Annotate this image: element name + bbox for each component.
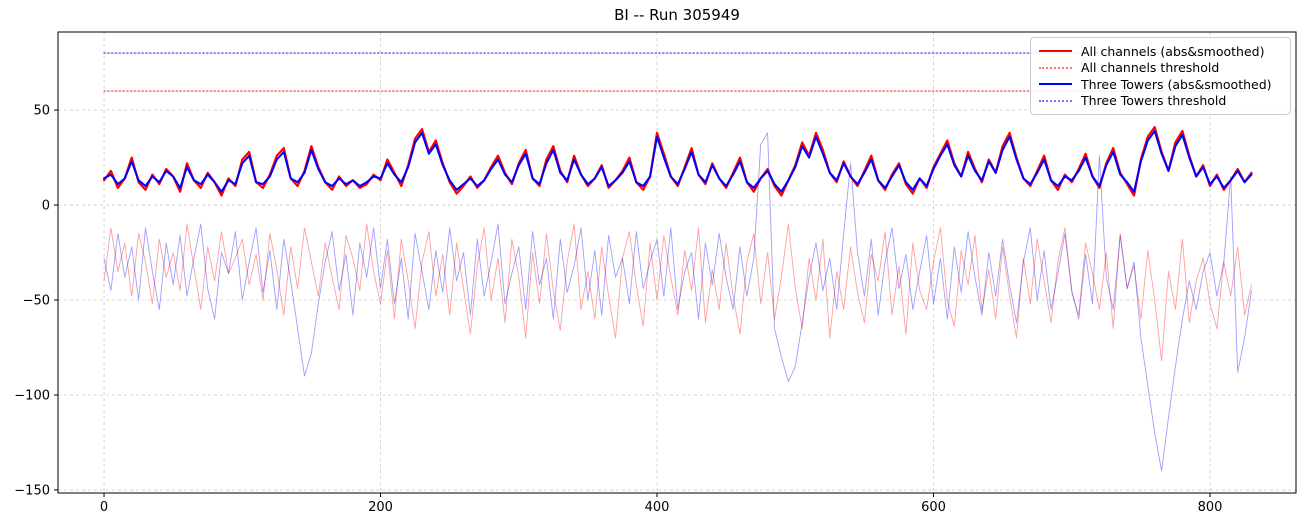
legend-line-sample-solid-blue bbox=[1039, 83, 1072, 86]
x-tick-label: 0 bbox=[100, 500, 108, 515]
legend-label: All channels (abs&smoothed) bbox=[1081, 43, 1265, 59]
series-three-towers-abs-smoothed- bbox=[103, 130, 1253, 193]
legend-label: Three Towers threshold bbox=[1081, 93, 1227, 109]
series-all-channels-abs-smoothed- bbox=[102, 126, 1253, 197]
legend-item-all-channels: All channels (abs&smoothed) bbox=[1039, 43, 1282, 60]
series-unlabeled-raw-three-towers bbox=[103, 132, 1252, 472]
legend-line-sample-dotted-blue bbox=[1039, 99, 1072, 102]
legend-line-sample-solid-red bbox=[1039, 50, 1072, 53]
legend-line-sample-dotted-red bbox=[1039, 66, 1072, 69]
x-tick-label: 400 bbox=[645, 500, 670, 515]
x-tick-label: 800 bbox=[1198, 500, 1223, 515]
legend-item-three-towers: Three Towers (abs&smoothed) bbox=[1039, 76, 1282, 93]
legend-label: All channels threshold bbox=[1081, 60, 1220, 76]
legend-item-all-channels-threshold: All channels threshold bbox=[1039, 60, 1282, 77]
legend: All channels (abs&smoothed) All channels… bbox=[1030, 37, 1291, 115]
y-tick-label: −150 bbox=[14, 483, 50, 498]
y-tick-label: −100 bbox=[14, 388, 50, 403]
plot-border bbox=[57, 31, 1297, 494]
y-tick-label: 50 bbox=[33, 104, 50, 119]
y-tick-label: −50 bbox=[23, 294, 50, 309]
x-tick-label: 600 bbox=[921, 500, 946, 515]
chart-title: BI -- Run 305949 bbox=[614, 6, 740, 24]
legend-item-three-towers-threshold: Three Towers threshold bbox=[1039, 93, 1282, 110]
x-tick-label: 200 bbox=[368, 500, 393, 515]
y-tick-label: 0 bbox=[42, 199, 50, 214]
legend-label: Three Towers (abs&smoothed) bbox=[1081, 76, 1272, 92]
series-unlabeled-raw-all-channels bbox=[103, 223, 1252, 362]
